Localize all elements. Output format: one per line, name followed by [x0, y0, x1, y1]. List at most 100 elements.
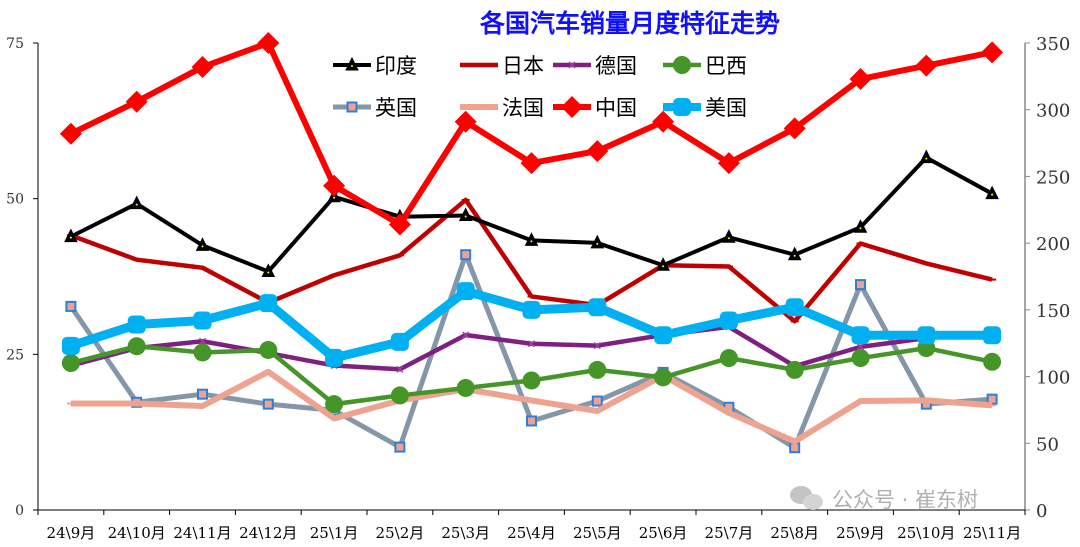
triangle-marker-dot: [464, 215, 467, 218]
triangle-marker-dot: [793, 254, 796, 257]
triangle-marker-dot: [991, 193, 994, 196]
legend-item: 中国: [553, 96, 637, 120]
square-marker: [65, 300, 77, 312]
x-tick-label: 25\5月: [573, 524, 622, 542]
diamond-marker: [561, 96, 583, 118]
triangle-marker: [787, 246, 802, 261]
left-tick-label: 75: [6, 36, 24, 52]
square-marker: [719, 311, 738, 330]
x-tick-label: 25\11月: [963, 524, 1021, 542]
legend-label: 法国: [502, 96, 544, 120]
diamond-marker: [783, 117, 806, 140]
square-marker: [456, 282, 475, 301]
square-marker: [591, 395, 603, 407]
x-tick-label: 24\9月: [47, 524, 96, 542]
series-line: [70, 324, 927, 372]
circle-marker: [456, 378, 475, 397]
diamond-marker: [849, 68, 872, 91]
circle-marker: [673, 56, 691, 74]
triangle-marker: [64, 228, 78, 243]
x-tick-label: 24\12月: [239, 524, 297, 542]
square-marker: [526, 415, 537, 427]
triangle-marker: [345, 56, 359, 71]
square-marker: [346, 101, 358, 113]
triangle-marker: [458, 207, 473, 221]
watermark: 公众号 · 崔东树: [790, 484, 978, 514]
circle-marker: [61, 354, 80, 373]
x-marker: [593, 342, 601, 350]
x-marker: [198, 337, 207, 345]
legend-item: 美国: [663, 96, 747, 120]
x-marker: [462, 331, 470, 339]
square-marker: [588, 298, 607, 317]
series-中国: [59, 32, 1004, 236]
triangle-marker: [524, 232, 539, 246]
square-marker: [394, 441, 406, 453]
circle-marker: [588, 360, 607, 379]
x-tick-label: 25\2月: [376, 524, 425, 542]
square-marker: [983, 326, 1002, 345]
legend-label: 中国: [595, 96, 637, 120]
square-marker: [522, 300, 541, 319]
legend-label: 日本: [502, 54, 544, 78]
square-marker: [197, 388, 208, 400]
circle-marker: [719, 349, 738, 368]
x-tick-label: 25\10月: [897, 524, 955, 542]
circle-marker: [522, 371, 541, 390]
diamond-marker: [981, 41, 1004, 64]
square-marker: [654, 326, 673, 345]
triangle-marker-dot: [135, 203, 138, 206]
series-印度: [64, 149, 999, 278]
right-tick-label: 0: [1036, 501, 1047, 522]
legend-item: 英国: [333, 96, 417, 120]
square-marker: [673, 98, 691, 116]
x-tick-label: 25\8月: [770, 524, 819, 542]
legend-item: 法国: [460, 96, 544, 120]
wechat-icon: [790, 486, 826, 512]
x-tick-label: 25\7月: [705, 524, 754, 542]
chart-title: 各国汽车销量月度特征走势: [479, 9, 780, 38]
x-tick-label: 25\3月: [441, 524, 490, 542]
triangle-marker: [985, 185, 999, 200]
triangle-marker: [656, 257, 670, 271]
left-tick-label: 25: [6, 347, 24, 363]
x-marker: [527, 340, 536, 348]
square-marker: [325, 348, 344, 367]
diamond-marker: [454, 110, 477, 133]
right-tick-label: 200: [1036, 234, 1070, 255]
legend-label: 美国: [705, 96, 747, 120]
triangle-marker-dot: [69, 236, 72, 239]
triangle-marker: [195, 237, 210, 251]
triangle-marker-dot: [859, 227, 862, 230]
x-marker: [856, 343, 865, 351]
legend-label: 德国: [595, 54, 637, 78]
diamond-marker: [652, 110, 675, 133]
x-tick-label: 24\11月: [173, 524, 231, 542]
triangle-marker: [261, 263, 276, 278]
square-marker: [61, 336, 80, 355]
square-marker: [259, 294, 278, 313]
x-tick-label: 25\9月: [836, 524, 885, 542]
circle-marker: [390, 386, 409, 405]
right-tick-label: 50: [1036, 434, 1059, 455]
triangle-marker: [853, 219, 868, 233]
legend-label: 巴西: [705, 54, 747, 78]
triangle-marker-dot: [351, 65, 353, 67]
square-marker: [262, 398, 274, 410]
diamond-marker: [717, 152, 740, 175]
x-tick-label: 25\1月: [310, 524, 359, 542]
square-marker: [789, 442, 801, 454]
right-tick-label: 300: [1036, 101, 1070, 122]
right-tick-label: 150: [1036, 301, 1070, 322]
diamond-marker: [323, 174, 346, 197]
square-marker: [127, 315, 146, 334]
triangle-marker-dot: [333, 196, 336, 199]
circle-marker: [851, 349, 870, 368]
triangle-marker: [722, 229, 736, 243]
x-tick-label: 24\10月: [108, 524, 166, 542]
triangle-marker: [129, 195, 144, 210]
triangle-marker-dot: [727, 237, 730, 240]
legend-label: 英国: [375, 96, 417, 120]
triangle-marker-dot: [662, 265, 665, 268]
